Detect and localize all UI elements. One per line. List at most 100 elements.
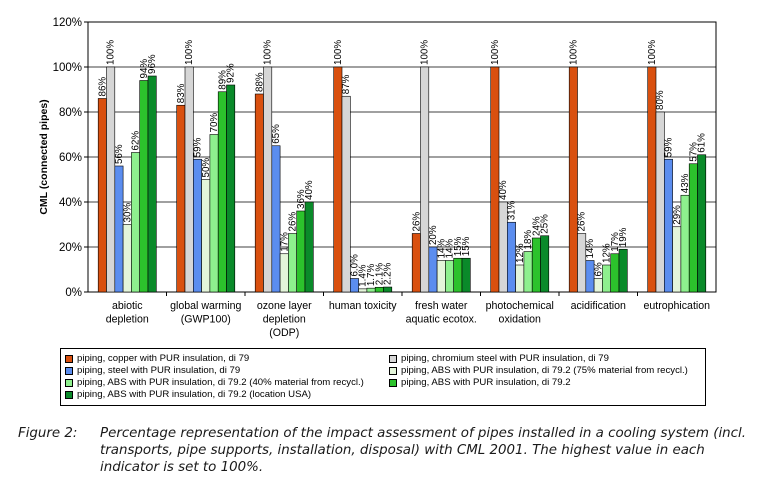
legend-swatch-abs-75-recycled (389, 367, 397, 375)
bar (680, 194, 690, 293)
legend-swatch-abs-40-recycled (65, 379, 73, 387)
chart-legend: piping, copper with PUR insulation, di 7… (60, 348, 706, 406)
bar (688, 163, 698, 293)
data-label: 62% (131, 131, 142, 151)
x-category-label: (ODP) (269, 327, 299, 339)
data-label: 100% (184, 40, 195, 65)
legend-item-copper: piping, copper with PUR insulation, di 7… (65, 353, 249, 365)
bar (540, 235, 550, 293)
bar (445, 260, 454, 293)
legend-swatch-steel (65, 367, 73, 375)
bar (697, 154, 707, 293)
bar (122, 224, 132, 293)
data-label: 14% (445, 239, 456, 259)
bar (176, 104, 186, 293)
x-category-label: photochemical (486, 300, 554, 312)
data-label: 100% (263, 40, 274, 65)
data-label: 100% (568, 40, 579, 65)
y-axis-title: CML (connected pipes) (38, 99, 50, 214)
data-label: 92% (226, 63, 237, 83)
data-label: 80% (655, 90, 666, 110)
data-label: 89% (217, 70, 228, 90)
y-tick-label: 60% (59, 152, 82, 164)
legend-label-chromium-steel: piping, chromium steel with PUR insulati… (401, 353, 609, 364)
legend-item-abs-usa: piping, ABS with PUR insulation, di 79.2… (65, 389, 311, 401)
x-category-label: oxidation (499, 314, 542, 326)
bar (602, 264, 612, 293)
bar (672, 226, 682, 293)
data-label: 29% (672, 205, 683, 225)
data-label: 61% (697, 133, 708, 153)
bar-chart: 0% 20% 40% 60% 80% 100% 120% CML (connected pip… (38, 17, 717, 339)
x-category-label: eutrophication (643, 300, 710, 312)
data-label: 59% (192, 137, 203, 157)
data-label: 26% (577, 212, 588, 232)
legend-swatch-chromium-steel (389, 355, 397, 363)
x-category-label: depletion (106, 314, 149, 326)
y-tick-label: 120% (53, 17, 82, 29)
data-label: 100% (106, 40, 117, 65)
bar (593, 278, 603, 293)
bar (304, 201, 314, 293)
data-label: 12% (602, 243, 613, 263)
data-label: 43% (680, 173, 691, 193)
data-label: 19% (618, 227, 629, 247)
data-label: 40% (304, 180, 315, 200)
y-tick-label: 40% (59, 197, 82, 209)
data-label: 59% (663, 137, 674, 157)
data-label: 50% (201, 158, 212, 178)
y-tick-label: 20% (59, 242, 82, 254)
data-label: 18% (523, 230, 534, 250)
caption-text: Percentage representation of the impact … (100, 426, 746, 475)
data-label: 17% (279, 232, 290, 252)
bar (436, 260, 446, 293)
y-tick-label: 0% (65, 287, 82, 299)
data-label: 12% (515, 243, 526, 263)
data-label: 86% (97, 77, 108, 97)
bar (279, 253, 289, 293)
bar (618, 248, 628, 293)
data-label: 2.2% (383, 262, 394, 285)
bar (217, 91, 227, 293)
data-label: 100% (647, 40, 658, 65)
data-label: 31% (506, 200, 517, 220)
bar (201, 179, 211, 293)
legend-label-steel: piping, steel with PUR insulation, di 79 (77, 365, 241, 376)
bar (254, 93, 264, 293)
data-label: 1.4% (358, 264, 369, 287)
bar (453, 257, 463, 293)
legend-swatch-abs-usa (65, 391, 73, 399)
data-label: 87% (341, 74, 352, 94)
data-label: 14% (585, 239, 596, 259)
data-label: 100% (490, 40, 501, 65)
data-label: 14% (436, 239, 447, 259)
bar (374, 286, 384, 293)
data-label: 100% (333, 40, 344, 65)
bar (610, 253, 620, 293)
data-label: 24% (531, 216, 542, 236)
bar (139, 80, 149, 293)
x-category-label: fresh water (415, 300, 468, 312)
legend-label-abs-40-recycled: piping, ABS with PUR insulation, di 79.2… (77, 377, 364, 388)
bar (515, 264, 525, 293)
bar (568, 66, 578, 293)
legend-label-abs-usa: piping, ABS with PUR insulation, di 79.2… (77, 389, 312, 400)
bar (226, 84, 236, 293)
y-tick-label: 100% (53, 62, 82, 74)
x-category-label: depletion (263, 314, 306, 326)
data-label: 65% (271, 124, 282, 144)
y-tick-label: 80% (59, 107, 82, 119)
x-category-label: ozone layer (257, 300, 312, 312)
bar (383, 286, 393, 293)
bar (411, 233, 421, 293)
data-label: 2.1% (374, 263, 385, 286)
data-label: 56% (114, 144, 125, 164)
bar (585, 260, 595, 293)
bar (271, 145, 281, 293)
data-label: 26% (411, 212, 422, 232)
legend-swatch-copper (65, 355, 73, 363)
bar (209, 134, 219, 293)
legend-label-copper: piping, copper with PUR insulation, di 7… (77, 353, 250, 364)
data-label: 25% (540, 214, 551, 234)
bar (531, 237, 541, 293)
